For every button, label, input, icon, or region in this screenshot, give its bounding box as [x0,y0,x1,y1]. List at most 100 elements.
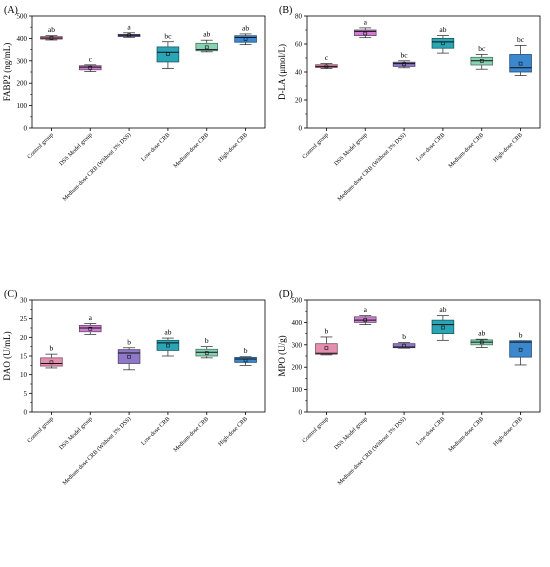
chart1-x-category-label-4: Medium-dose CRB [448,132,485,169]
chart3-mean-marker-1 [363,318,368,322]
chart0-significance-label-3: bc [164,31,172,40]
chart3-y-tick-label-1: 100 [292,386,303,394]
chart2-x-category-label-3: Low-dose CRB [141,416,172,447]
chart2-mean-marker-3 [166,343,170,348]
chart0-box-4 [195,42,219,52]
chart0-significance-label-4: ab [203,30,210,39]
chart3-x-category-label-4: Medium-dose CRB [448,416,485,453]
chart0-plot-frame [31,15,266,129]
chart1-y-tick-label-1: 20 [295,97,303,105]
chart1-significance-label-1: a [364,17,368,26]
chart3-significance-label-0: b [325,326,329,335]
panel-a-chart: (A) FABP2 (ng/mL) 0 100 200 300 400 500 ab Contro… [2,5,266,203]
chart1-significance-label-3: ab [439,25,446,34]
chart1-x-category-label-2: Medium-dose CRB (Without 3% DSS) [336,131,407,202]
chart0-y-tick-label-4: 400 [17,35,28,43]
chart3-panel-label: (D) [279,289,293,300]
chart0-mean-marker-0 [49,36,54,40]
chart2-y-tick-label-4: 20 [20,334,28,342]
chart2-mean-marker-1 [88,326,93,331]
chart2-x-category-label-1: DSS Model group [59,416,94,451]
chart3-x-category-label-1: DSS Model group [334,416,369,451]
chart0-mean-marker-3 [166,52,170,56]
chart0-significance-label-2: a [127,22,131,31]
chart3-box-0 [315,343,338,355]
chart1-y-tick-label-3: 60 [295,41,303,49]
chart0-x-category-label-5: High-dose CRB [218,132,249,163]
chart2-significance-label-3: ab [164,328,171,337]
chart0-y-tick-label-0: 0 [24,125,28,133]
chart3-x-category-label-3: Low-dose CRB [416,416,447,447]
chart0-mean-marker-2 [127,33,131,38]
chart2-significance-label-4: b [205,336,209,345]
chart1-significance-label-5: bc [517,35,525,44]
chart3-y-axis-label: MPO (U/g) [277,335,287,376]
chart1-y-tick-label-0: 0 [299,125,303,133]
chart1-x-category-label-5: High-dose CRB [493,132,524,163]
chart3-significance-label-1: a [364,305,368,314]
chart3-mean-marker-5 [518,347,523,352]
chart0-significance-label-1: c [89,54,93,63]
chart2-box-0 [40,357,63,367]
chart3-x-category-label-5: High-dose CRB [493,416,524,447]
chart1-x-category-label-0: Control group [302,132,330,160]
chart2-mean-marker-0 [49,360,54,365]
chart1-plot-frame [306,15,541,129]
chart3-box-3 [431,319,455,334]
chart0-mean-marker-5 [243,37,248,41]
chart3-y-tick-label-4: 400 [292,319,303,327]
chart1-y-tick-label-2: 40 [295,69,303,77]
panel-d-chart: (D) MPO (U/g) 0 100 200 300 400 500 b Control gro… [277,289,541,487]
chart2-x-category-label-4: Medium-dose CRB [173,416,210,453]
chart0-significance-label-0: ab [48,25,55,34]
chart1-x-category-label-1: DSS Model group [334,132,369,167]
chart2-significance-label-0: b [50,344,54,353]
chart3-y-tick-label-5: 500 [292,297,303,305]
chart2-mean-marker-5 [243,358,248,363]
chart2-plot-frame [31,299,266,413]
chart3-y-tick-label-0: 0 [299,409,303,417]
chart3-mean-marker-2 [402,343,406,348]
chart3-x-category-label-0: Control group [302,416,330,444]
chart1-significance-label-2: bc [401,50,409,59]
chart0-y-tick-label-2: 200 [17,80,28,88]
chart1-y-tick-label-4: 80 [295,13,303,21]
chart2-y-tick-label-5: 25 [20,315,28,323]
chart3-box-5 [509,340,532,358]
chart2-y-tick-label-1: 5 [24,390,28,398]
chart3-significance-label-5: b [519,330,523,339]
chart1-significance-label-4: bc [478,44,486,53]
chart0-box-3 [156,46,180,63]
chart1-mean-marker-3 [441,41,445,46]
chart2-panel-label: (C) [4,289,17,300]
chart2-y-tick-label-3: 15 [20,353,28,361]
chart0-x-category-label-3: Low-dose CRB [141,132,172,163]
chart2-box-5 [234,357,257,363]
chart0-x-category-label-4: Medium-dose CRB [173,132,210,169]
chart2-box-2 [117,349,141,364]
chart0-x-category-label-0: Control group [27,132,55,160]
chart3-mean-marker-3 [441,325,445,330]
chart2-x-category-label-0: Control group [27,416,55,444]
chart0-panel-label: (A) [4,5,18,16]
chart2-x-category-label-2: Medium-dose CRB (Without 3% DSS) [61,415,132,486]
chart2-significance-label-2: b [127,337,131,346]
panel-b-chart: (B) D-LA (μmol/L) 0 20 40 60 80 c Control group a… [277,5,541,203]
chart3-significance-label-2: b [402,332,406,341]
chart1-mean-marker-4 [479,58,484,63]
chart3-significance-label-3: ab [439,305,446,314]
chart0-box-1 [78,65,102,71]
chart3-mean-marker-0 [324,346,329,350]
chart1-y-axis-label: D-LA (μmol/L) [277,44,287,100]
chart2-mean-marker-2 [127,354,131,359]
chart0-mean-marker-4 [204,45,209,50]
chart3-mean-marker-4 [479,340,484,345]
chart2-significance-label-5: b [244,346,248,355]
chart0-y-axis-label: FABP2 (ng/mL) [2,43,12,102]
chart3-x-category-label-2: Medium-dose CRB (Without 3% DSS) [336,415,407,486]
chart0-significance-label-5: ab [242,23,249,32]
chart1-mean-marker-5 [518,61,523,66]
chart1-mean-marker-1 [363,31,368,36]
chart3-significance-label-4: ab [478,329,485,338]
chart2-y-tick-label-2: 10 [20,371,28,379]
